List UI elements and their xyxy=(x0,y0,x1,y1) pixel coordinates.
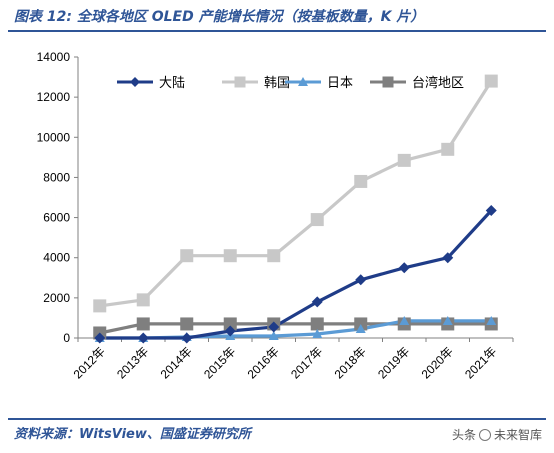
data-point xyxy=(397,153,411,167)
series-lines xyxy=(99,80,493,340)
data-point xyxy=(268,321,280,333)
x-tick-label: 2013年 xyxy=(114,344,151,381)
data-point xyxy=(268,330,279,340)
source-note: 资料来源：WitsView、国盛证券研究所 xyxy=(14,427,251,442)
data-point xyxy=(136,317,150,331)
series-line-1 xyxy=(99,80,493,308)
data-point xyxy=(484,74,498,88)
watermark-logo-icon xyxy=(478,428,491,441)
data-point xyxy=(181,332,193,344)
x-tick-label: 2017年 xyxy=(288,344,325,381)
data-point xyxy=(312,328,323,338)
data-point xyxy=(137,332,149,344)
data-point xyxy=(93,299,107,313)
data-point xyxy=(94,332,106,344)
data-point xyxy=(223,249,237,263)
y-tick-label: 10000 xyxy=(37,130,71,144)
y-tick-label: 4000 xyxy=(43,251,70,265)
legend-marker xyxy=(130,77,140,87)
data-point xyxy=(180,317,194,331)
data-point xyxy=(354,317,368,331)
watermark: 头条 未来智库 xyxy=(452,426,542,443)
data-point xyxy=(267,249,281,263)
chart-legend: 大陆 韩国 日本 台湾地区 xyxy=(117,75,464,91)
x-tick-label: 2021年 xyxy=(462,344,499,381)
series-markers xyxy=(93,74,498,344)
data-point xyxy=(485,205,497,217)
x-tick-label: 2012年 xyxy=(71,344,108,381)
x-tick-label: 2016年 xyxy=(245,344,282,381)
data-point xyxy=(355,274,367,286)
y-tick-label: 0 xyxy=(63,331,70,345)
legend-marker xyxy=(234,76,246,88)
y-tick-label: 12000 xyxy=(37,90,71,104)
data-point xyxy=(311,296,323,308)
data-point xyxy=(398,262,410,274)
y-tick-label: 6000 xyxy=(43,211,70,225)
data-point xyxy=(310,213,324,227)
x-tick-label: 2019年 xyxy=(375,344,412,381)
watermark-right-text: 未来智库 xyxy=(493,428,542,442)
data-point xyxy=(223,317,237,331)
data-point xyxy=(441,142,455,156)
data-point xyxy=(355,323,366,333)
x-tick-label: 2014年 xyxy=(158,344,195,381)
data-point xyxy=(224,325,236,337)
x-tick-label: 2020年 xyxy=(419,344,456,381)
legend-marker xyxy=(382,76,394,88)
watermark-left-text: 头条 xyxy=(451,428,476,442)
y-tick-label: 2000 xyxy=(43,291,70,305)
y-tick-label: 14000 xyxy=(37,50,71,64)
data-point xyxy=(180,249,194,263)
footer-divider xyxy=(8,418,546,420)
legend-label: 台湾地区 xyxy=(412,75,464,91)
data-point xyxy=(486,315,497,325)
legend-label: 韩国 xyxy=(264,76,290,91)
data-point xyxy=(354,174,368,188)
legend-label: 日本 xyxy=(327,76,353,91)
x-tick-label: 2018年 xyxy=(332,344,369,381)
series-line-0 xyxy=(99,209,493,340)
chart-title: 图表 12: 全球各地区 OLED 产能增长情况（按基板数量，K 片） xyxy=(14,9,425,25)
legend-label: 大陆 xyxy=(159,75,185,91)
series-line-3 xyxy=(99,322,492,335)
data-point xyxy=(442,252,454,264)
title-divider xyxy=(8,30,546,32)
data-point xyxy=(136,293,150,307)
data-point xyxy=(399,315,410,325)
legend-marker xyxy=(298,77,308,86)
x-tick-label: 2015年 xyxy=(201,344,238,381)
y-tick-label: 8000 xyxy=(43,170,70,184)
data-point xyxy=(310,317,324,331)
data-point xyxy=(442,315,453,325)
